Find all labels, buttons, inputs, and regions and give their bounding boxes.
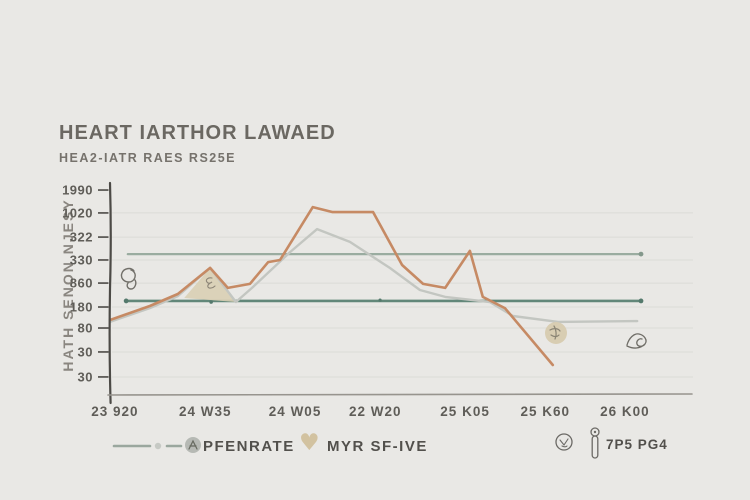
threshold-line-lower-dot xyxy=(378,298,382,302)
x-tick-label: 24 W05 xyxy=(269,404,322,419)
y-tick-label: 1990 xyxy=(62,183,93,198)
y-tick-label: 1020 xyxy=(62,205,93,220)
x-tick-label: 26 K00 xyxy=(600,404,650,419)
x-tick-label: 25 K60 xyxy=(520,404,570,419)
tick-labels: 1990 1020 322 330 860 180 80 30 30 23 920 24 W35 24… xyxy=(62,183,650,419)
x-tick-label: 22 W20 xyxy=(349,404,402,419)
chart-series xyxy=(108,205,644,367)
doodle-layer xyxy=(120,267,647,349)
y-tick-label: 860 xyxy=(70,276,93,291)
y-axis-spine xyxy=(108,181,112,405)
scribble-mark-peak xyxy=(205,277,216,289)
chart-header: HEART IARTHOR LAWAED HEA2-IATR RAES RS25… xyxy=(59,122,336,165)
x-tick-label: 25 K05 xyxy=(440,404,490,419)
axes xyxy=(98,181,693,405)
x-tick-label: 24 W35 xyxy=(179,404,232,419)
x-tick-label: 23 920 xyxy=(91,404,138,419)
y-tick-label: 330 xyxy=(70,252,93,267)
threshold-line-lower-dot xyxy=(123,298,129,304)
secondary-line xyxy=(108,227,639,324)
threshold-line-upper-dot xyxy=(638,251,644,257)
gridlines xyxy=(112,212,693,378)
heart-point-marker xyxy=(545,322,567,344)
x-axis-line xyxy=(107,393,693,396)
peak-area-fill xyxy=(184,267,236,302)
threshold-line-lower-dot xyxy=(638,298,644,304)
y-tick-label: 80 xyxy=(78,321,93,336)
y-tick-label: 30 xyxy=(78,344,93,359)
scribble-doodle-left xyxy=(120,267,137,290)
page-title: HEART IARTHOR LAWAED xyxy=(59,122,336,144)
y-tick-label: 322 xyxy=(70,230,93,245)
y-tick-label: 180 xyxy=(70,300,93,315)
heart-rate-line xyxy=(108,205,555,367)
page-subtitle: HEA2-IATR RAES RS25E xyxy=(59,151,237,165)
snail-doodle-right xyxy=(626,333,647,349)
threshold-line-lower-dot xyxy=(209,300,213,304)
y-tick-label: 30 xyxy=(78,369,93,384)
